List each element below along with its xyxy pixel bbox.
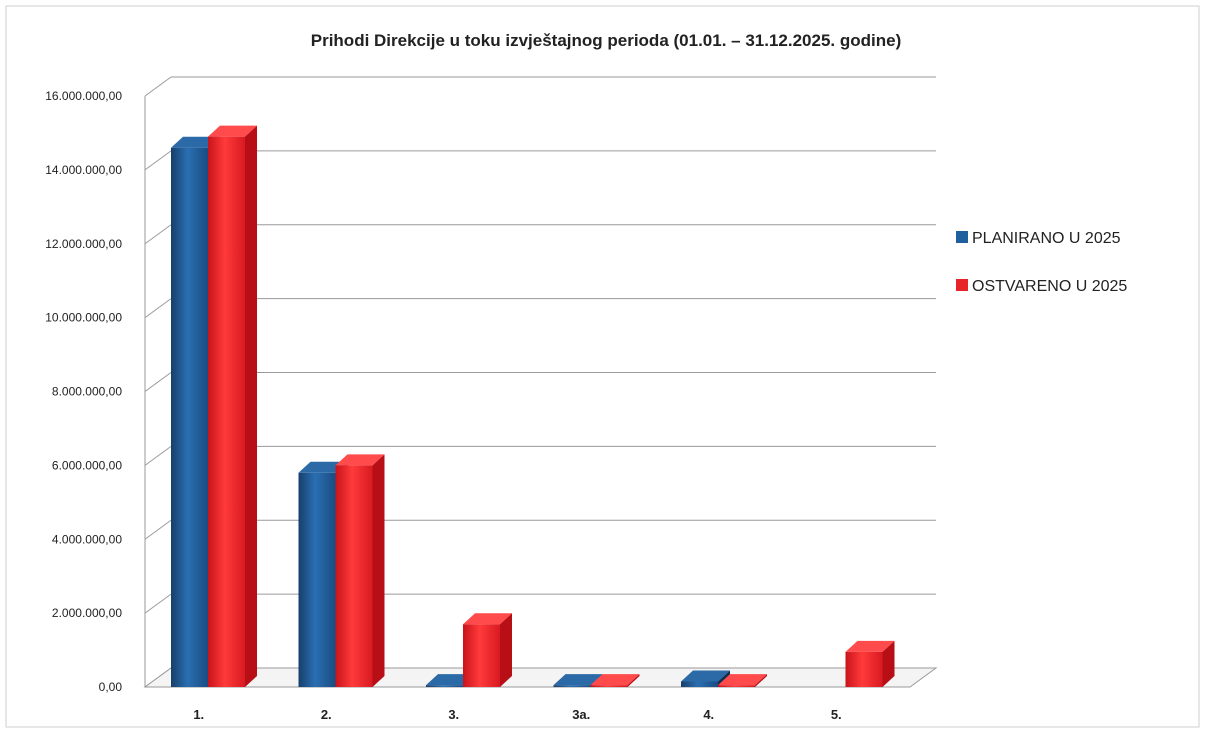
bar-planirano-3 <box>553 685 591 687</box>
bar-ostvareno-5 <box>845 651 883 687</box>
bar-planirano-4 <box>681 681 718 687</box>
bar-side-ostvareno-3 <box>627 674 640 687</box>
legend: PLANIRANO U 2025 OSTVARENO U 2025 <box>956 230 1127 295</box>
bar-top-ostvareno-3 <box>590 674 640 686</box>
bar-side-ostvareno-2 <box>500 613 512 687</box>
bar-top-ostvareno-4 <box>718 674 767 686</box>
bar-ostvareno-0 <box>208 136 245 688</box>
y-tick-label-1: 2.000.000,00 <box>52 606 122 620</box>
grid-line-back-6 <box>144 224 172 245</box>
bar-side-ostvareno-0 <box>245 125 257 688</box>
y-tick-label-6: 12.000.000,00 <box>45 237 122 251</box>
chart-floor <box>143 667 938 688</box>
bar-ostvareno-3 <box>590 685 628 687</box>
legend-label-planirano: PLANIRANO U 2025 <box>972 230 1121 247</box>
legend-swatch-planirano <box>956 231 968 243</box>
x-tick-label-2: 3. <box>448 707 459 722</box>
bar-top-ostvareno-0 <box>208 125 257 137</box>
bars <box>171 125 895 688</box>
bar-side-ostvareno-4 <box>755 674 767 687</box>
bar-ostvareno-2 <box>463 624 500 687</box>
grid-line-back-8 <box>144 76 172 97</box>
bar-top-planirano-2 <box>426 674 475 686</box>
grid-line-back-1 <box>144 593 172 614</box>
y-tick-label-5: 10.000.000,00 <box>45 311 122 325</box>
bar-top-ostvareno-5 <box>845 640 895 652</box>
bar-top-ostvareno-2 <box>463 613 512 625</box>
bar-top-ostvareno-1 <box>335 454 385 466</box>
grid-line-back-7 <box>144 150 172 171</box>
y-tick-label-0: 0,00 <box>99 680 123 694</box>
bar-side-ostvareno-1 <box>372 454 385 687</box>
bar-top-planirano-1 <box>298 461 348 473</box>
x-tick-label-4: 4. <box>703 707 714 722</box>
x-axis-tick-labels: 1. 2. 3. 3a. 4. 5. <box>193 707 841 722</box>
grid-line-back-4 <box>144 372 172 392</box>
x-tick-label-0: 1. <box>193 707 204 722</box>
bar-top-planirano-0 <box>171 136 220 148</box>
bar-planirano-0 <box>171 147 208 687</box>
chart-title: Prihodi Direkcije u toku izvještajnog pe… <box>311 31 901 50</box>
grid-line-back-3 <box>144 445 172 466</box>
legend-swatch-ostvareno <box>956 279 968 291</box>
y-axis-tick-labels: 0,00 2.000.000,00 4.000.000,00 6.000.000,00… <box>45 89 122 694</box>
x-tick-label-5: 5. <box>831 707 842 722</box>
bar-ostvareno-1 <box>335 465 373 687</box>
grid-line-back-5 <box>144 298 172 319</box>
bar-ostvareno-4 <box>718 685 755 687</box>
grid-line-back-2 <box>144 519 172 540</box>
y-tick-label-4: 8.000.000,00 <box>52 385 122 399</box>
y-tick-label-7: 14.000.000,00 <box>45 163 122 177</box>
y-tick-label-8: 16.000.000,00 <box>45 89 122 103</box>
bar-planirano-2 <box>426 685 463 687</box>
x-tick-label-3: 3a. <box>572 707 590 722</box>
bar-side-ostvareno-5 <box>882 640 895 687</box>
legend-label-ostvareno: OSTVARENO U 2025 <box>972 278 1127 295</box>
y-tick-label-3: 6.000.000,00 <box>52 458 122 472</box>
y-tick-label-2: 4.000.000,00 <box>52 532 122 546</box>
bar-planirano-1 <box>298 472 336 687</box>
bar-top-planirano-3 <box>553 674 603 686</box>
bar-top-planirano-4 <box>681 670 730 682</box>
floor-plane <box>143 667 938 688</box>
x-tick-label-1: 2. <box>321 707 332 722</box>
